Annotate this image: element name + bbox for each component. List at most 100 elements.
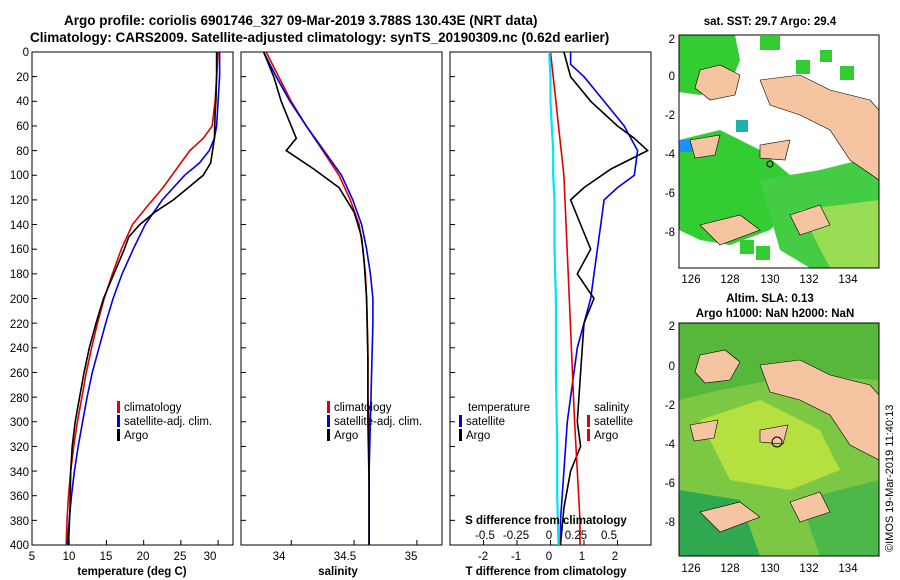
salinity-series-argo (262, 51, 370, 545)
depth-tick: 200 (10, 294, 29, 306)
s-diff-x-tick: 0.25 (565, 530, 587, 542)
top-map-lon-tick: 132 (799, 274, 818, 286)
depth-tick: 20 (16, 72, 29, 84)
bottom-map-lat-tick: 0 (669, 361, 675, 373)
temperature-series-climatology (65, 51, 219, 546)
depth-tick: 0 (23, 47, 29, 59)
depth-tick: 180 (10, 269, 29, 281)
salinity-x-tick: 35 (405, 551, 418, 563)
legend-label-argo: Argo (124, 430, 148, 442)
legend-label-climatology: climatology (334, 402, 392, 414)
temperature-legend: climatology satellite-adj. clim. Argo (117, 401, 212, 442)
bottom-map-lon-tick: 134 (838, 563, 858, 575)
depth-axis-ticks: 0 20 40 60 80 100 120 140 160 180 200 22… (10, 47, 29, 552)
salinity-x-ticks: 34 34.5 35 (273, 551, 418, 563)
land-mass (689, 134, 721, 159)
sst-patch (820, 50, 832, 62)
depth-tick: 80 (16, 146, 29, 158)
depth-tick: 400 (10, 540, 29, 552)
depth-tick: 300 (10, 417, 29, 429)
t-diff-x-tick: 2 (612, 551, 618, 563)
salinity-legend: climatology satellite-adj. clim. Argo (327, 401, 422, 442)
depth-tick: 140 (10, 220, 29, 232)
temperature-x-tick: 20 (137, 551, 150, 563)
t-diff-x-tick: 0 (546, 551, 552, 563)
sst-patch (796, 60, 810, 74)
top-map-lat-tick: 0 (669, 71, 675, 83)
sst-patch (680, 140, 692, 152)
bottom-map-lat-tick: -2 (665, 400, 675, 412)
x-tick-marks (31, 51, 618, 546)
land-mass (699, 501, 761, 533)
legend-swatch-argo (327, 429, 330, 441)
legend-label-s-argo: Argo (594, 430, 618, 442)
sla-patch (700, 400, 840, 490)
legend-swatch-satellite (117, 415, 120, 427)
temperature-series-argo (67, 52, 218, 546)
legend-swatch-s-argo (587, 429, 590, 441)
temperature-x-ticks: 5 10 15 20 25 30 (29, 551, 217, 563)
sst-map-frame (678, 34, 880, 269)
s-diff-x-tick: -0.25 (503, 530, 529, 542)
temperature-panel-frame (31, 51, 234, 546)
salinity-x-tick: 34 (273, 551, 286, 563)
sst-patch (736, 120, 748, 132)
imos-credit: ©IMOS 19-Mar-2019 11:40:13 (884, 405, 896, 552)
temperature-x-tick: 5 (29, 551, 35, 563)
sst-map (678, 34, 880, 269)
sst-patch (756, 246, 770, 260)
salinity-series-layer (262, 51, 374, 545)
depth-tick: 100 (10, 170, 29, 182)
temperature-x-tick: 15 (100, 551, 113, 563)
top-map-lat-tick: -4 (665, 149, 676, 161)
temperature-x-label: temperature (deg C) (77, 566, 186, 578)
difference-panel-frame (449, 51, 652, 546)
land-mass (694, 349, 741, 384)
t-diff-x-tick: -1 (511, 551, 521, 563)
legend-swatch-climatology (327, 401, 330, 413)
salinity-series-satellite-adj-clim- (262, 51, 374, 545)
t-diff-x-tick: 1 (579, 551, 585, 563)
s-diff-x-ticks: -0.5 -0.25 0 0.25 0.5 (475, 530, 617, 542)
difference-series-t-argo (559, 51, 649, 546)
bottom-map-lon-tick: 128 (720, 563, 739, 575)
legend-swatch-s-satellite (587, 415, 590, 427)
temperature-series-layer (65, 51, 221, 546)
argo-location-marker (771, 436, 783, 448)
top-map-lon-tick: 130 (760, 274, 779, 286)
bottom-map-title-line2: Argo h1000: NaN h2000: NaN (696, 308, 855, 320)
top-map-lon-tick: 128 (720, 274, 739, 286)
salinity-panel-frame (240, 51, 443, 546)
salinity-series-climatology (265, 51, 370, 545)
sst-patch (760, 36, 780, 50)
sst-patch (740, 240, 754, 254)
legend-label-s-satellite: satellite (594, 416, 633, 428)
bottom-map-lat-tick: -8 (665, 517, 675, 529)
depth-tick: 380 (10, 516, 29, 528)
depth-tick: 120 (10, 195, 29, 207)
sla-map (678, 322, 880, 557)
legend-swatch-satellite (327, 415, 330, 427)
legend-label-argo: Argo (334, 430, 358, 442)
land-mass (694, 64, 741, 101)
salinity-x-label: salinity (318, 566, 358, 578)
bottom-map-lon-tick: 132 (799, 563, 818, 575)
legend-label-climatology: climatology (124, 402, 182, 414)
land-mass (789, 491, 831, 523)
depth-tick: 340 (10, 467, 29, 479)
bottom-map-title-line1: Altim. SLA: 0.13 (726, 293, 814, 305)
top-map-title: sat. SST: 29.7 Argo: 29.4 (704, 16, 837, 28)
sla-map-frame (678, 322, 880, 557)
depth-tick: 280 (10, 393, 29, 405)
difference-series-s-satellite (549, 51, 581, 545)
depth-tick: 360 (10, 491, 29, 503)
temperature-series-satellite-adj-clim- (66, 52, 221, 546)
legend-swatch-t-satellite (459, 415, 462, 427)
argo-location-marker (766, 160, 774, 168)
land-mass (759, 139, 791, 161)
depth-tick: 160 (10, 244, 29, 256)
legend-swatch-argo (117, 429, 120, 441)
legend-header-temperature: temperature (468, 402, 530, 414)
sst-patch (840, 66, 854, 80)
